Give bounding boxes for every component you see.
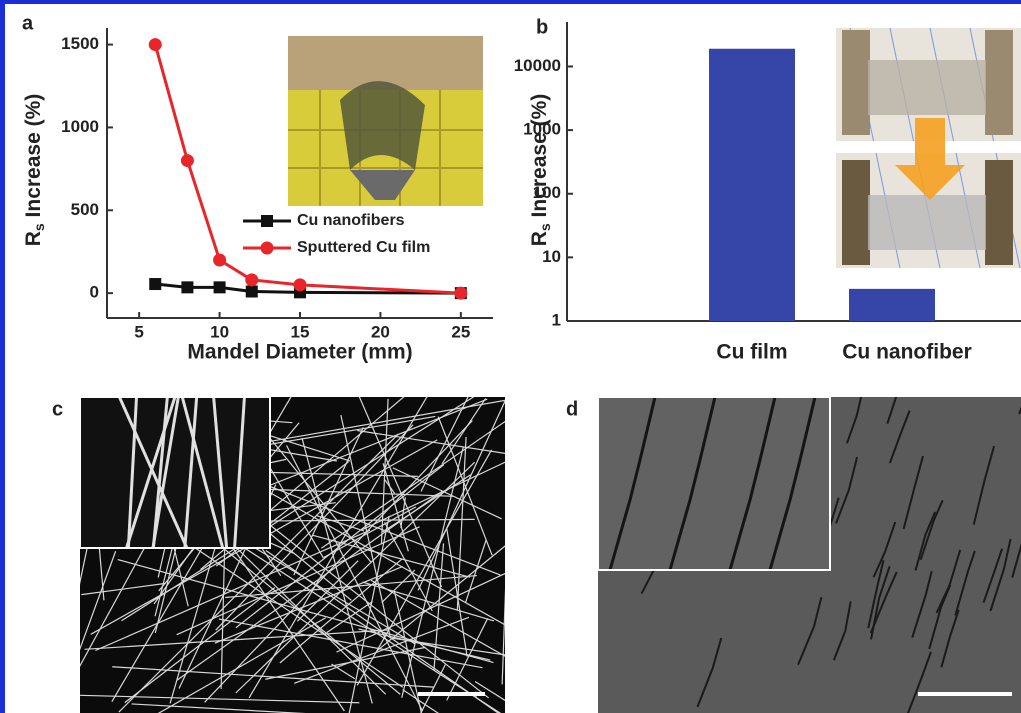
y-axis-label-part: s	[537, 223, 553, 231]
panel-label: b	[536, 16, 548, 38]
y-tick-label: 10	[542, 247, 561, 266]
y-axis-label-part: R	[22, 231, 45, 246]
y-tick-label: 10000	[514, 56, 561, 75]
legend-label: Sputtered Cu film	[297, 239, 430, 256]
x-tick-label: 5	[134, 322, 143, 341]
marker	[245, 273, 258, 286]
y-tick-label: 1	[552, 310, 561, 329]
marker	[181, 154, 194, 167]
y-axis-label: Rs Increase (%)	[22, 94, 47, 247]
marker	[149, 38, 162, 51]
frame-left	[0, 0, 5, 713]
figure: a b c d 0 500 1000 1500 5 10 15 20 25 Mandel Diam…	[0, 0, 1021, 713]
panel-label: d	[566, 398, 578, 420]
x-tick-label: Cu film	[716, 341, 787, 364]
y-tick-label: 1500	[61, 34, 99, 53]
x-tick-label: 15	[291, 322, 310, 341]
frame-top	[0, 0, 1021, 4]
sem-image-d	[598, 336, 1021, 713]
x-tick-label: Cu nanofiber	[842, 341, 972, 364]
legend-label: Cu nanofibers	[297, 212, 405, 229]
panel-label: a	[22, 12, 34, 34]
marker	[294, 278, 307, 291]
marker	[214, 281, 226, 293]
sem-image-c	[60, 381, 528, 713]
inset-photo-a	[288, 36, 483, 206]
y-axis-label-part: s	[31, 223, 47, 231]
y-axis-label: Rs Increase (%)	[528, 94, 553, 247]
y-tick-label: 500	[71, 200, 99, 219]
x-tick-label: 25	[451, 322, 470, 341]
y-tick-label: 1000	[61, 117, 99, 136]
bar	[709, 49, 795, 321]
x-tick-label: 10	[210, 322, 229, 341]
marker	[454, 287, 467, 300]
x-tick-label: 20	[371, 322, 390, 341]
marker	[246, 285, 258, 297]
inset-photo-b	[836, 28, 1021, 268]
marker	[149, 278, 161, 290]
marker	[213, 254, 226, 267]
y-axis-label-part: Increase (%)	[22, 94, 45, 224]
panel-label: c	[52, 398, 63, 420]
x-axis-label: Mandel Diameter (mm)	[187, 341, 412, 364]
bar	[849, 289, 935, 321]
crack	[800, 336, 814, 391]
y-axis-label-part: Increase (%)	[528, 94, 551, 224]
legend-marker	[261, 242, 274, 255]
y-axis-label-part: R	[528, 231, 551, 246]
legend-marker	[261, 215, 273, 227]
marker	[181, 281, 193, 293]
y-tick-label: 0	[90, 283, 99, 302]
